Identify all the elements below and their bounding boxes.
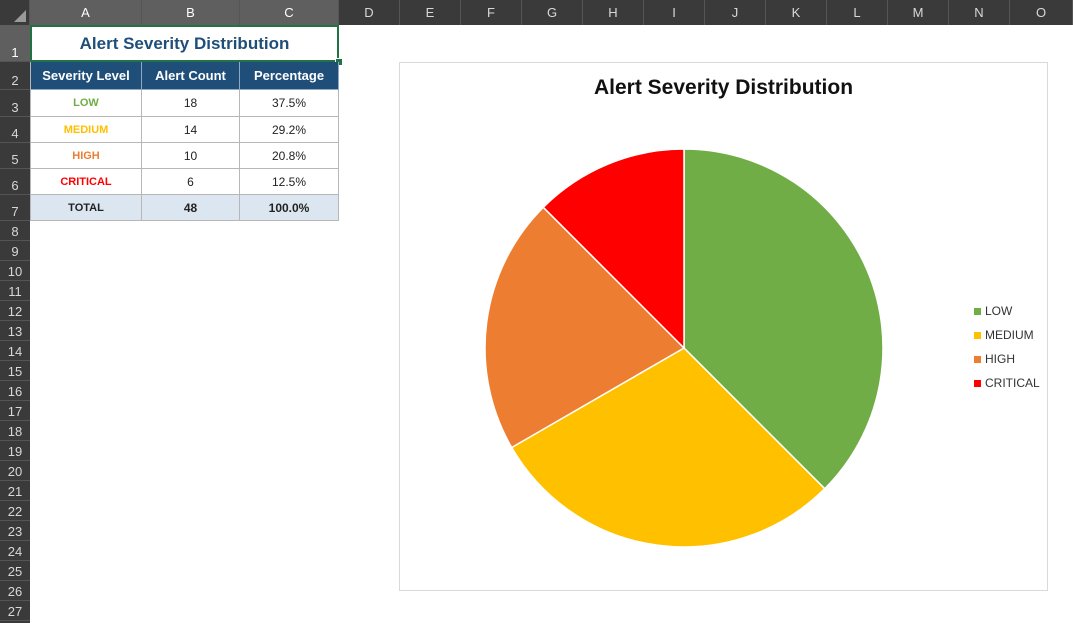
legend-item-critical[interactable]: CRITICAL xyxy=(974,376,1040,390)
row-header-23[interactable]: 23 xyxy=(0,521,30,541)
legend-item-medium[interactable]: MEDIUM xyxy=(974,328,1034,342)
percentage-cell[interactable]: 12.5% xyxy=(240,169,339,195)
column-header-l[interactable]: L xyxy=(827,0,888,25)
severity-level-cell[interactable]: LOW xyxy=(30,90,142,117)
row-header-8[interactable]: 8 xyxy=(0,221,30,241)
percentage-cell[interactable]: 29.2% xyxy=(240,117,339,143)
row-header-26[interactable]: 26 xyxy=(0,581,30,601)
column-header-e[interactable]: E xyxy=(400,0,461,25)
pie-slice-low[interactable] xyxy=(683,148,884,490)
chart-title: Alert Severity Distribution xyxy=(593,76,854,99)
row-header-bar: 1 2 3 4 5 6 7 8 9 10 11 12 13 14 15 16 17 18 19 20 21 22 23 24 2… xyxy=(0,25,30,623)
table-title-cell[interactable]: Alert Severity Distribution xyxy=(30,25,339,62)
row-header-18[interactable]: 18 xyxy=(0,421,30,441)
row-header-27[interactable]: 27 xyxy=(0,601,30,621)
severity-level-cell[interactable]: MEDIUM xyxy=(30,117,142,143)
legend-swatch xyxy=(974,355,981,363)
table-header-cell[interactable]: Percentage xyxy=(240,62,339,90)
legend-swatch xyxy=(974,331,981,339)
row-header-3[interactable]: 3 xyxy=(0,90,30,117)
row-header-14[interactable]: 14 xyxy=(0,341,30,361)
total-count-cell[interactable]: 48 xyxy=(142,195,240,221)
alert-count-cell[interactable]: 10 xyxy=(142,143,240,169)
row-header-10[interactable]: 10 xyxy=(0,261,30,281)
alert-count-cell[interactable]: 18 xyxy=(142,90,240,117)
column-header-a[interactable]: A xyxy=(30,0,142,25)
alert-count-cell[interactable]: 6 xyxy=(142,169,240,195)
legend-swatch xyxy=(974,379,981,387)
pie-chart[interactable]: Alert Severity Distribution LOW MEDIUM HIG… xyxy=(399,62,1048,591)
row-header-7[interactable]: 7 xyxy=(0,195,30,221)
row-header-15[interactable]: 15 xyxy=(0,361,30,381)
pie-slice-critical[interactable] xyxy=(542,148,685,350)
row-header-20[interactable]: 20 xyxy=(0,461,30,481)
column-header-o[interactable]: O xyxy=(1010,0,1073,25)
row-header-11[interactable]: 11 xyxy=(0,281,30,301)
column-header-g[interactable]: G xyxy=(522,0,583,25)
column-header-m[interactable]: M xyxy=(888,0,949,25)
legend-item-high[interactable]: HIGH xyxy=(974,352,1015,366)
column-header-c[interactable]: C xyxy=(240,0,339,25)
legend-swatch xyxy=(974,307,981,315)
column-header-n[interactable]: N xyxy=(949,0,1010,25)
row-header-21[interactable]: 21 xyxy=(0,481,30,501)
pie-slice-high[interactable] xyxy=(484,206,686,449)
column-header-d[interactable]: D xyxy=(339,0,400,25)
column-header-h[interactable]: H xyxy=(583,0,644,25)
table-header-cell[interactable]: Alert Count xyxy=(142,62,240,90)
row-header-13[interactable]: 13 xyxy=(0,321,30,341)
row-header-1[interactable]: 1 xyxy=(0,25,30,62)
total-label-cell[interactable]: TOTAL xyxy=(30,195,142,221)
pie-slice-medium[interactable] xyxy=(510,347,826,548)
alert-count-cell[interactable]: 14 xyxy=(142,117,240,143)
row-header-17[interactable]: 17 xyxy=(0,401,30,421)
column-header-f[interactable]: F xyxy=(461,0,522,25)
select-all-icon xyxy=(14,10,26,22)
row-header-16[interactable]: 16 xyxy=(0,381,30,401)
row-header-22[interactable]: 22 xyxy=(0,501,30,521)
legend-item-low[interactable]: LOW xyxy=(974,304,1012,318)
row-header-6[interactable]: 6 xyxy=(0,169,30,195)
row-header-19[interactable]: 19 xyxy=(0,441,30,461)
severity-level-cell[interactable]: CRITICAL xyxy=(30,169,142,195)
select-all-corner[interactable] xyxy=(0,0,30,25)
severity-level-cell[interactable]: HIGH xyxy=(30,143,142,169)
legend-label: HIGH xyxy=(985,352,1015,366)
percentage-cell[interactable]: 20.8% xyxy=(240,143,339,169)
total-percentage-cell[interactable]: 100.0% xyxy=(240,195,339,221)
legend-label: LOW xyxy=(985,304,1013,318)
column-header-b[interactable]: B xyxy=(142,0,240,25)
row-header-9[interactable]: 9 xyxy=(0,241,30,261)
row-header-2[interactable]: 2 xyxy=(0,62,30,90)
legend-label: CRITICAL xyxy=(985,376,1040,390)
row-header-5[interactable]: 5 xyxy=(0,143,30,169)
column-header-k[interactable]: K xyxy=(766,0,827,25)
pie-chart-plot xyxy=(484,148,884,548)
row-header-4[interactable]: 4 xyxy=(0,117,30,143)
column-header-i[interactable]: I xyxy=(644,0,705,25)
legend-label: MEDIUM xyxy=(985,328,1034,342)
column-header-j[interactable]: J xyxy=(705,0,766,25)
row-header-25[interactable]: 25 xyxy=(0,561,30,581)
percentage-cell[interactable]: 37.5% xyxy=(240,90,339,117)
table-header-cell[interactable]: Severity Level xyxy=(30,62,142,90)
row-header-12[interactable]: 12 xyxy=(0,301,30,321)
row-header-24[interactable]: 24 xyxy=(0,541,30,561)
